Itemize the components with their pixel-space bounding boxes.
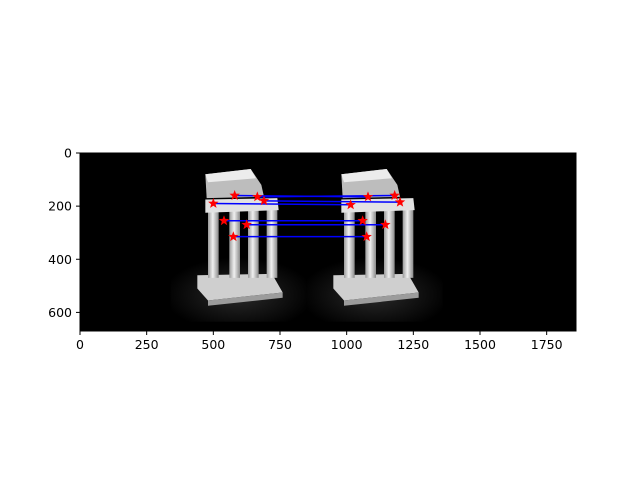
y-tick-label: 200 xyxy=(48,199,72,214)
temple-column xyxy=(365,206,376,278)
temple-column xyxy=(344,206,355,278)
y-tick-label: 0 xyxy=(64,146,72,161)
temple-base xyxy=(333,273,419,301)
x-tick-label: 1500 xyxy=(464,337,496,352)
temple-base-side xyxy=(344,292,419,306)
feature-point xyxy=(345,199,356,210)
feature-point xyxy=(218,215,230,226)
feature-markers xyxy=(208,190,406,242)
x-tick-label: 1750 xyxy=(531,337,563,352)
temple-roof-top xyxy=(341,168,392,183)
y-axis: 0 200 400 600 xyxy=(48,146,80,320)
feature-point xyxy=(394,196,406,207)
x-tick-label: 250 xyxy=(135,337,159,352)
feature-point xyxy=(357,215,368,226)
x-tick-label: 0 xyxy=(76,337,84,352)
temple-base xyxy=(197,273,283,301)
x-tick-label: 1000 xyxy=(331,337,363,352)
temple-column xyxy=(229,206,240,278)
y-tick-label: 600 xyxy=(48,305,72,320)
feature-point xyxy=(228,231,239,242)
temple-base-side xyxy=(208,292,283,306)
feature-point xyxy=(361,231,372,242)
match-line xyxy=(263,200,401,203)
feature-point xyxy=(362,191,374,202)
feature-point xyxy=(389,190,400,200)
y-tick-label: 400 xyxy=(48,252,72,267)
x-tick-label: 1250 xyxy=(397,337,429,352)
temple-column xyxy=(384,206,395,278)
x-tick-label: 500 xyxy=(201,337,225,352)
feature-point xyxy=(252,191,263,202)
temple-column xyxy=(266,206,278,278)
feature-point xyxy=(380,219,391,230)
stereo-image-pair xyxy=(80,153,576,331)
temple-entablature xyxy=(205,198,279,213)
feature-point xyxy=(241,219,252,230)
x-tick-label: 750 xyxy=(268,337,292,352)
match-line xyxy=(213,202,351,206)
left-temple xyxy=(170,168,307,322)
x-axis: 0 250 500 750 1000 1250 1500 1750 xyxy=(76,331,563,352)
feature-point xyxy=(229,190,240,200)
right-temple xyxy=(306,168,443,322)
temple-column xyxy=(208,206,219,278)
feature-point xyxy=(208,197,219,208)
temple-column xyxy=(402,206,414,278)
feature-point xyxy=(258,195,270,206)
temple-roof-top xyxy=(205,168,256,183)
temple-column xyxy=(248,206,259,278)
axes-frame xyxy=(79,152,577,332)
